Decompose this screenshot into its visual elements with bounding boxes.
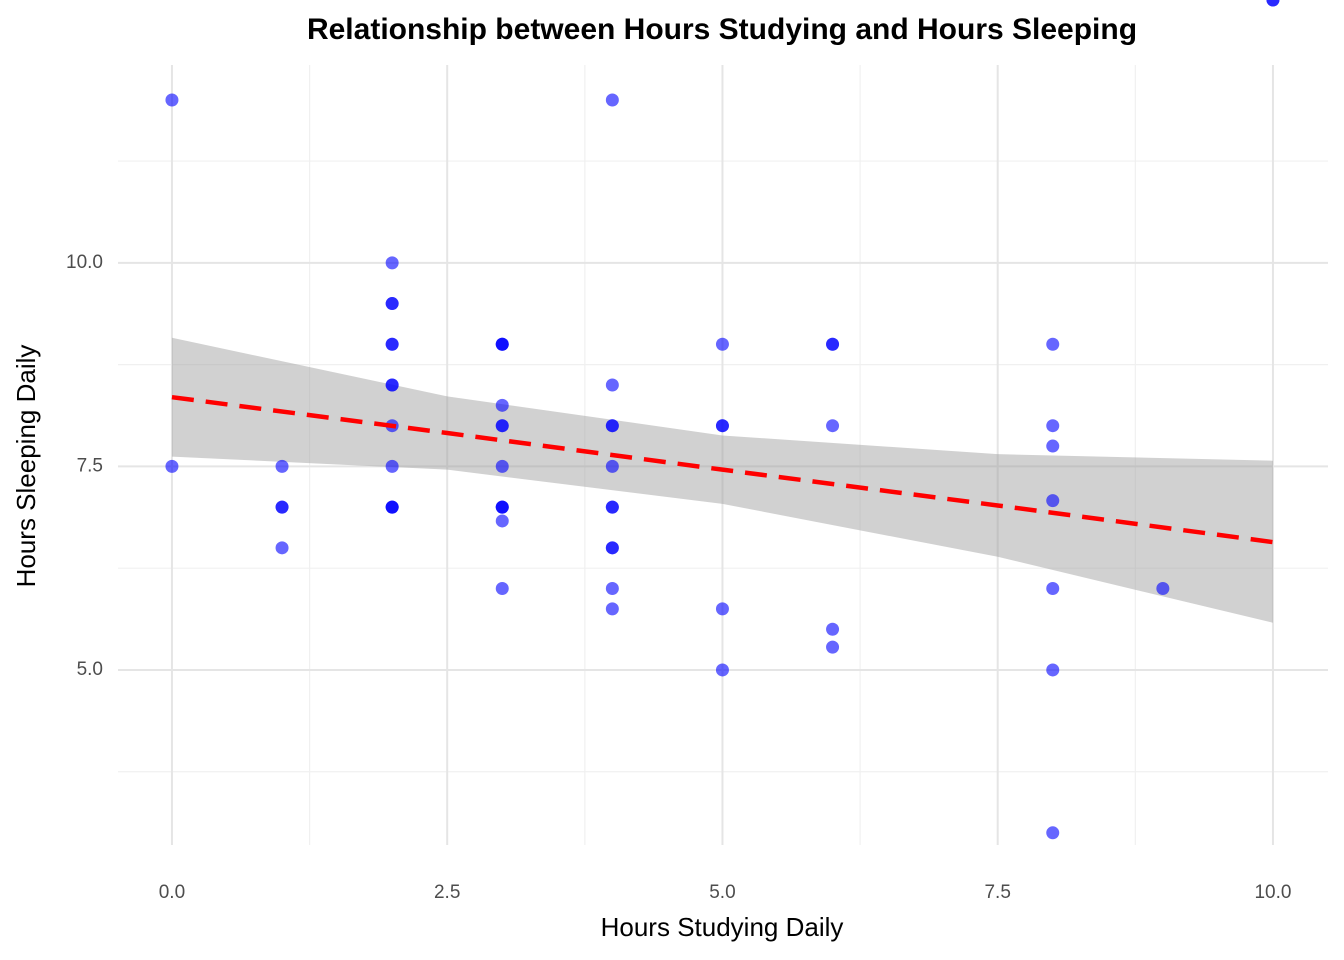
point xyxy=(1266,0,1280,7)
point xyxy=(1046,494,1060,508)
point xyxy=(495,459,509,473)
chart-title: Relationship between Hours Studying and … xyxy=(307,13,1137,46)
point xyxy=(605,459,619,473)
point xyxy=(275,459,289,473)
y-tick-label: 5.0 xyxy=(77,659,103,680)
point xyxy=(385,256,399,270)
point xyxy=(826,337,840,351)
y-axis-label: Hours Sleeping Daily xyxy=(11,345,41,588)
point xyxy=(605,93,619,107)
point xyxy=(385,337,399,351)
y-tick-label: 7.5 xyxy=(77,455,103,476)
point xyxy=(385,500,399,514)
confidence-band xyxy=(171,337,1273,623)
point xyxy=(495,514,509,528)
point xyxy=(1046,337,1060,351)
point xyxy=(385,459,399,473)
point xyxy=(165,459,179,473)
point xyxy=(826,622,840,636)
point xyxy=(826,640,840,654)
fit-line xyxy=(171,394,1274,545)
point xyxy=(715,602,729,616)
point xyxy=(826,419,840,433)
point xyxy=(495,337,509,351)
point xyxy=(605,378,619,392)
point xyxy=(715,419,729,433)
point xyxy=(715,337,729,351)
point xyxy=(1046,663,1060,677)
point xyxy=(385,378,399,392)
point xyxy=(605,582,619,596)
point xyxy=(605,419,619,433)
point xyxy=(275,500,289,514)
y-tick-label: 10.0 xyxy=(66,252,103,273)
x-tick-label: 2.5 xyxy=(434,882,460,903)
point xyxy=(385,297,399,311)
point xyxy=(495,419,509,433)
point xyxy=(605,500,619,514)
point xyxy=(715,663,729,677)
point xyxy=(495,500,509,514)
x-tick-label: 10.0 xyxy=(1254,882,1291,903)
x-tick-label: 7.5 xyxy=(984,882,1010,903)
point xyxy=(1046,439,1060,453)
point xyxy=(605,602,619,616)
point xyxy=(1046,826,1060,840)
point xyxy=(495,582,509,596)
x-tick-label: 0.0 xyxy=(159,882,185,903)
point xyxy=(495,398,509,412)
point xyxy=(1046,419,1060,433)
point xyxy=(605,541,619,555)
point xyxy=(275,541,289,555)
x-axis-label: Hours Studying Daily xyxy=(601,912,844,942)
x-tick-label: 5.0 xyxy=(709,882,735,903)
point xyxy=(1156,582,1170,596)
point xyxy=(165,93,179,107)
point xyxy=(1046,582,1060,596)
